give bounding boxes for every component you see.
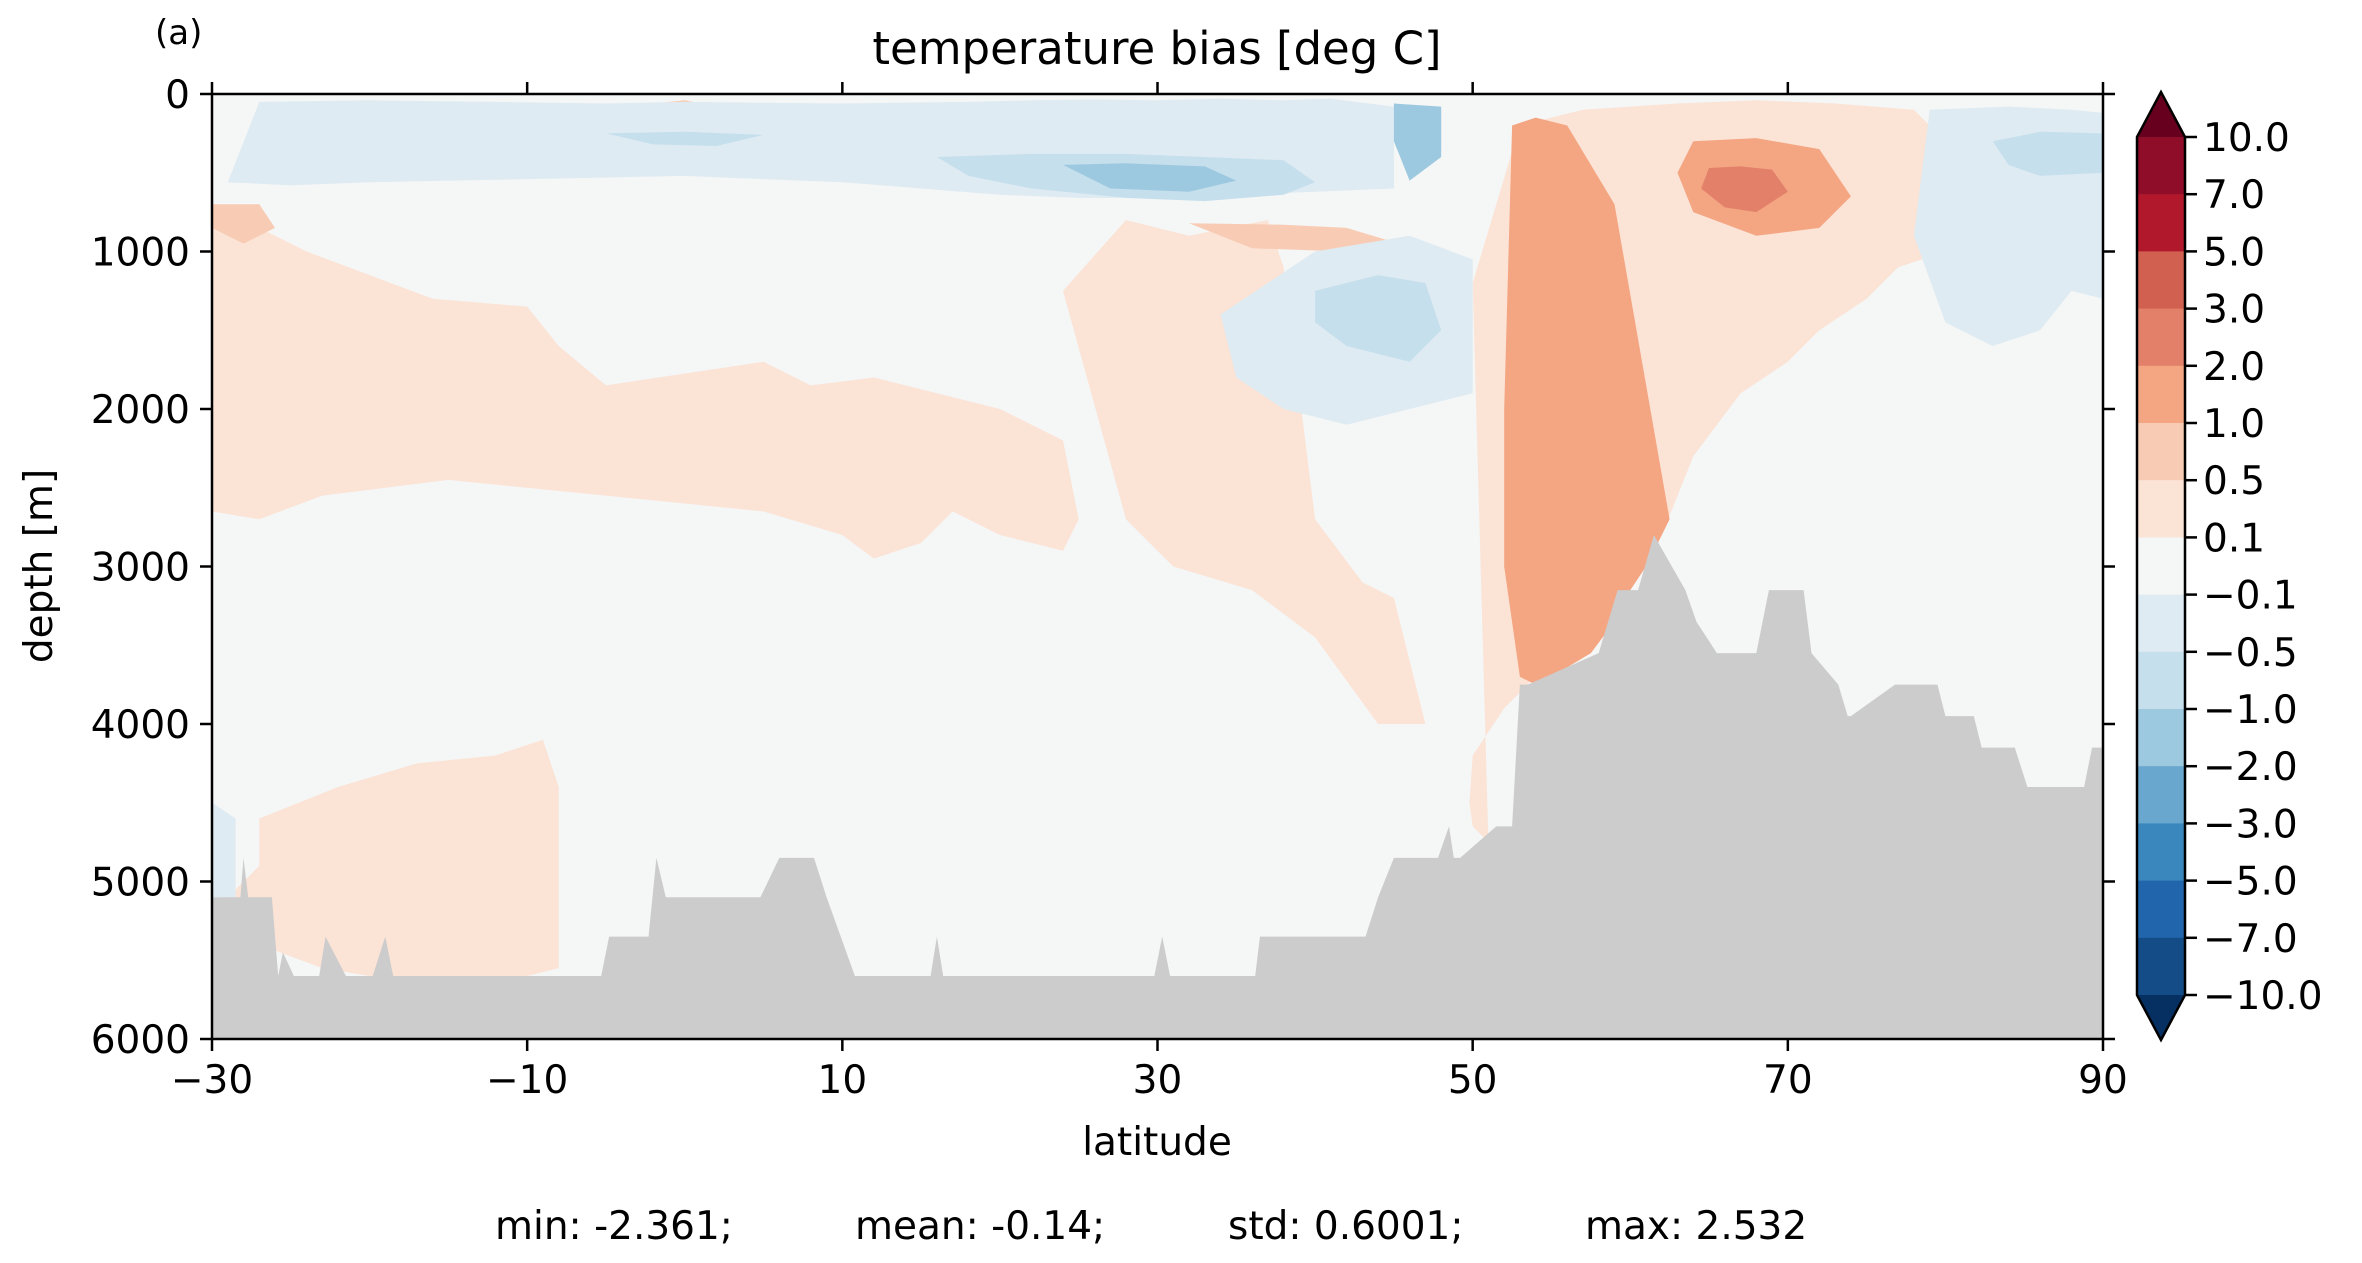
y-tick-label: 3000 — [91, 546, 190, 591]
y-tick-label: 1000 — [91, 231, 190, 276]
colorbar-tick-label: 7.0 — [2203, 173, 2265, 218]
colorbar-tick-label: 0.5 — [2203, 459, 2265, 504]
colorbar-band — [2137, 937, 2185, 996]
x-tick-label: 30 — [1133, 1058, 1183, 1103]
colorbar-band — [2137, 365, 2185, 424]
colorbar-band — [2137, 194, 2185, 252]
colorbar-tick-label: 3.0 — [2203, 288, 2265, 333]
plot-area — [212, 94, 2103, 1039]
colorbar-band — [2137, 423, 2185, 481]
stat-mean: mean: -0.14; — [855, 1204, 1105, 1249]
bias-region-18 — [1992, 131, 2103, 176]
colorbar-band — [2137, 137, 2185, 195]
colorbar-tick-label: −5.0 — [2203, 860, 2298, 905]
chart-title: temperature bias [deg C] — [872, 22, 1441, 75]
colorbar-tick-label: −1.0 — [2203, 688, 2298, 733]
colorbar-band — [2137, 880, 2185, 939]
colorbar-band — [2137, 480, 2185, 538]
colorbar-band — [2137, 251, 2185, 310]
colorbar-tick-label: −10.0 — [2203, 974, 2323, 1019]
bias-region-13 — [1063, 163, 1237, 192]
colorbar-band — [2137, 709, 2185, 767]
colorbar-tick-label: 0.1 — [2203, 516, 2265, 561]
bias-contours — [212, 98, 2103, 976]
x-tick-label: −30 — [171, 1058, 253, 1103]
colorbar-band — [2137, 823, 2185, 882]
x-tick-label: −10 — [486, 1058, 568, 1103]
ocean-floor-bathymetry — [212, 535, 2103, 1039]
stat-std: std: 0.6001; — [1228, 1204, 1464, 1249]
colorbar-tick-label: 2.0 — [2203, 345, 2265, 390]
y-tick-label: 6000 — [91, 1018, 190, 1063]
panel-label: (a) — [155, 13, 202, 53]
colorbar-tick-label: −2.0 — [2203, 745, 2298, 790]
bias-region-1 — [212, 204, 275, 244]
colorbar-tick-label: −3.0 — [2203, 802, 2298, 847]
bias-region-4 — [1063, 220, 1426, 724]
y-tick-label: 5000 — [91, 861, 190, 906]
bias-region-5 — [1189, 223, 1394, 252]
bias-region-16 — [1315, 275, 1442, 362]
x-axis-label: latitude — [1082, 1120, 1232, 1165]
colorbar-tick-label: −7.0 — [2203, 917, 2298, 962]
colorbar-band — [2137, 537, 2185, 596]
colorbar-band — [2137, 594, 2185, 653]
bias-region-9 — [1701, 166, 1788, 213]
colorbar-tick-label: −0.1 — [2203, 574, 2298, 619]
colorbar-tick-label: 10.0 — [2203, 116, 2290, 161]
y-axis: 0 1000 2000 3000 4000 5000 6000 — [91, 73, 2115, 1063]
bias-region-0 — [212, 204, 1079, 559]
y-tick-label: 0 — [165, 73, 190, 118]
x-tick-label: 10 — [818, 1058, 868, 1103]
stat-max: max: 2.532 — [1585, 1204, 1807, 1249]
colorbar-tick-label: −0.5 — [2203, 631, 2298, 676]
colorbar-tick-label: 5.0 — [2203, 230, 2265, 275]
x-tick-label: 50 — [1448, 1058, 1498, 1103]
x-axis: −30 −10 10 30 50 70 90 — [171, 82, 2128, 1103]
colorbar-band — [2137, 651, 2185, 710]
colorbar: 10.0 7.0 5.0 3.0 2.0 1.0 0.5 0.1 −0.1 −0.5 −1.0 −2.… — [2135, 89, 2323, 1043]
bias-region-11 — [606, 131, 764, 146]
bias-region-14 — [1393, 103, 1442, 181]
colorbar-band — [2137, 308, 2185, 367]
colorbar-extend-min — [2137, 995, 2185, 1040]
bias-region-7 — [1504, 117, 1670, 685]
colorbar-extend-max — [2137, 92, 2185, 137]
colorbar-band — [2137, 766, 2185, 824]
bias-region-19 — [212, 802, 236, 898]
y-tick-label: 2000 — [91, 388, 190, 433]
y-axis-label: depth [m] — [17, 469, 62, 663]
bias-region-3 — [227, 739, 559, 976]
colorbar-tick-label: 1.0 — [2203, 402, 2265, 447]
y-tick-label: 4000 — [91, 703, 190, 748]
x-tick-label: 70 — [1763, 1058, 1813, 1103]
x-tick-label: 90 — [2078, 1058, 2128, 1103]
stat-min: min: -2.361; — [495, 1204, 733, 1249]
